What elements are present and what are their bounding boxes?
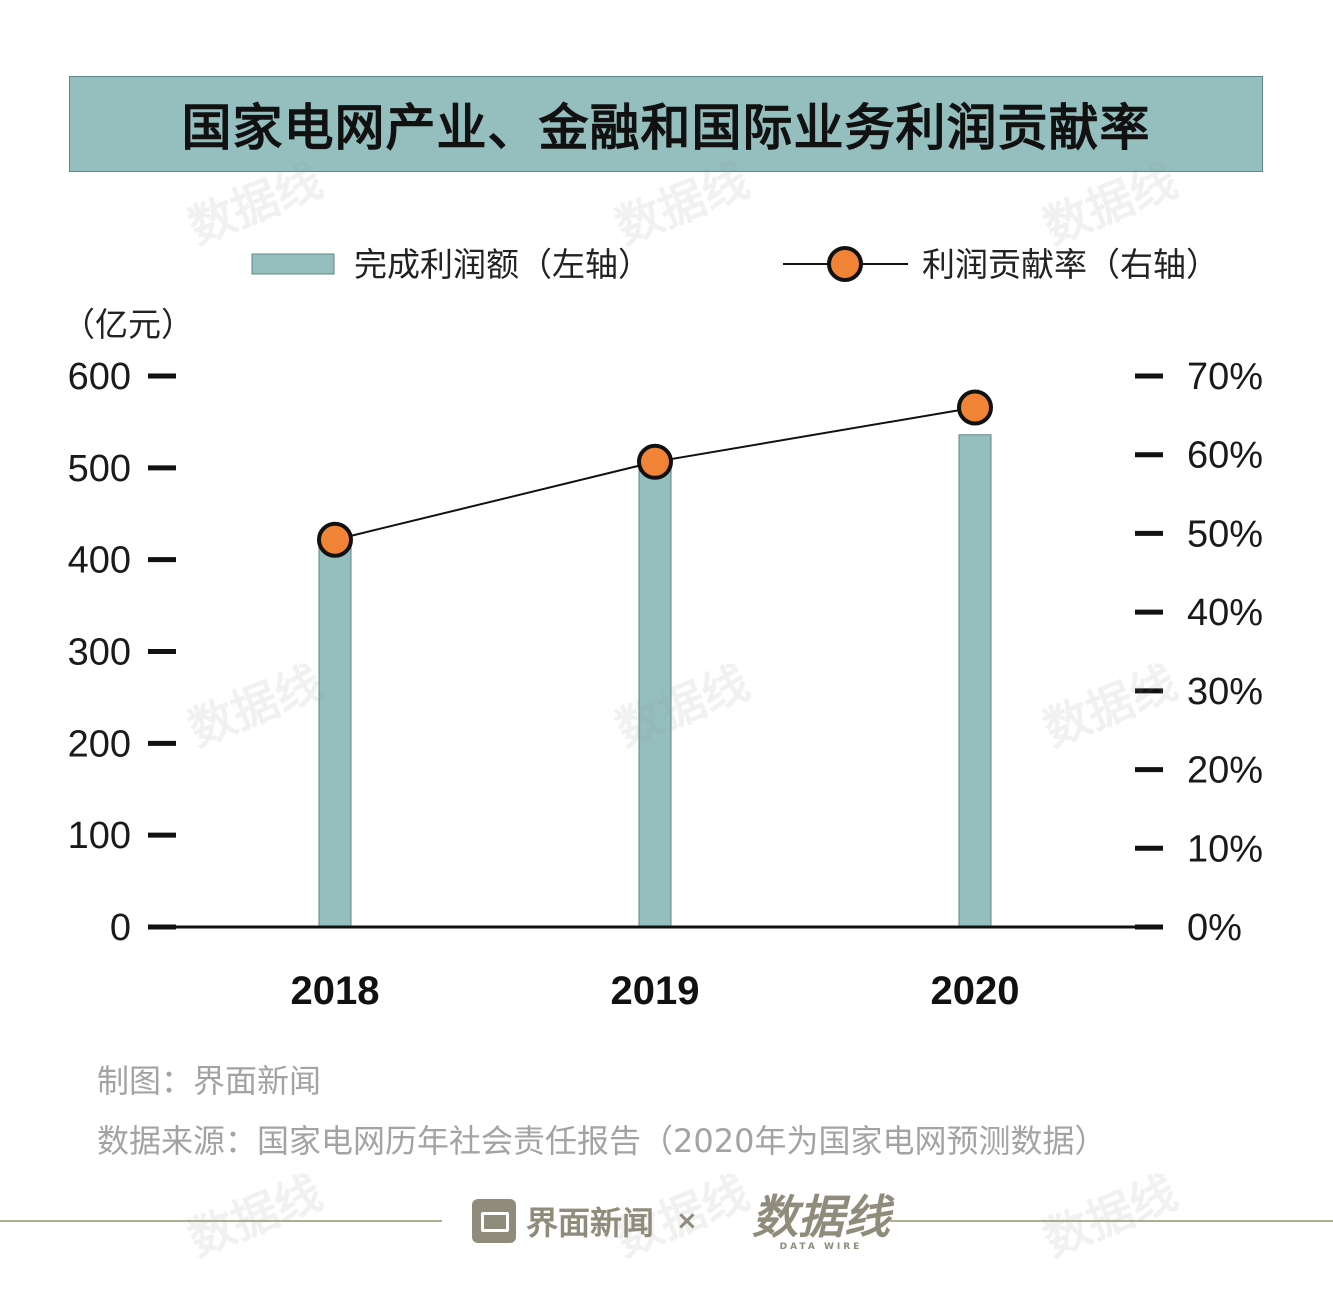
- rate-point-2019: [637, 443, 673, 480]
- left-axis-tick-label: 400: [68, 540, 131, 582]
- title-banner: 国家电网产业、金融和国际业务利润贡献率: [69, 76, 1263, 172]
- legend-line-label: 利润贡献率（右轴）: [922, 245, 1219, 284]
- footer-brand: 界面新闻 ×: [472, 1198, 698, 1244]
- right-axis-tick-label: 70%: [1187, 356, 1263, 398]
- watermark: 数据线: [1036, 1164, 1185, 1267]
- rate-point-2018: [317, 521, 353, 558]
- brand-times: ×: [676, 1206, 698, 1236]
- left-axis-tick-label: 0: [110, 907, 131, 949]
- bars: [318, 434, 992, 928]
- left-axis-tick-label: 100: [68, 815, 131, 857]
- credit-source: 数据来源：国家电网历年社会责任报告（2020年为国家电网预测数据）: [97, 1122, 1107, 1160]
- right-axis-tick-label: 20%: [1187, 750, 1263, 792]
- chart: 完成利润额（左轴） 利润贡献率（右轴） （亿元） 0 100 200 300 400 500 6…: [62, 245, 1263, 1013]
- bar-2020: [958, 434, 992, 928]
- page-title: 国家电网产业、金融和国际业务利润贡献率: [181, 99, 1151, 157]
- x-axis-label-2020: 2020: [931, 969, 1020, 1013]
- left-axis-tick-label: 200: [68, 723, 131, 765]
- legend: 完成利润额（左轴） 利润贡献率（右轴）: [251, 245, 1219, 284]
- jiemian-logo-icon: [472, 1199, 516, 1243]
- credit-maker: 制图：界面新闻: [97, 1062, 322, 1100]
- right-axis: 0% 10% 20% 30% 40% 50% 60% 70%: [1135, 356, 1263, 949]
- left-axis-tick-label: 300: [68, 632, 131, 674]
- left-axis-tick-label: 600: [68, 356, 131, 398]
- right-axis-tick-label: 10%: [1187, 828, 1263, 870]
- right-axis-tick-label: 40%: [1187, 592, 1263, 634]
- line-series: [317, 389, 993, 558]
- footer-divider-left: [0, 1220, 442, 1222]
- left-axis-unit: （亿元）: [62, 305, 194, 344]
- data-wire-logo-text: 数据线: [752, 1190, 890, 1244]
- data-wire-logo: 数据线 DATA WIRE: [752, 1192, 890, 1252]
- brand-name: 界面新闻: [526, 1204, 655, 1242]
- legend-bar-swatch: [251, 253, 335, 275]
- x-axis: 2018 2019 2020: [150, 925, 1160, 1013]
- rate-point-2020: [957, 389, 993, 426]
- watermark: 数据线: [181, 1164, 330, 1267]
- footer-divider-right: [890, 1220, 1333, 1222]
- bar-2018: [318, 542, 352, 928]
- right-axis-tick-label: 0%: [1187, 907, 1242, 949]
- right-axis-tick-label: 60%: [1187, 435, 1263, 477]
- legend-bar-label: 完成利润额（左轴）: [354, 245, 651, 284]
- legend-line-marker: [827, 246, 863, 282]
- x-axis-label-2018: 2018: [291, 969, 380, 1013]
- right-axis-tick-label: 50%: [1187, 513, 1263, 555]
- left-axis-tick-label: 500: [68, 448, 131, 490]
- right-axis-tick-label: 30%: [1187, 671, 1263, 713]
- x-axis-label-2019: 2019: [611, 969, 700, 1013]
- data-wire-logo-sub: DATA WIRE: [779, 1242, 863, 1252]
- bar-2019: [638, 462, 672, 928]
- left-axis: （亿元） 0 100 200 300 400 500 600: [62, 305, 194, 949]
